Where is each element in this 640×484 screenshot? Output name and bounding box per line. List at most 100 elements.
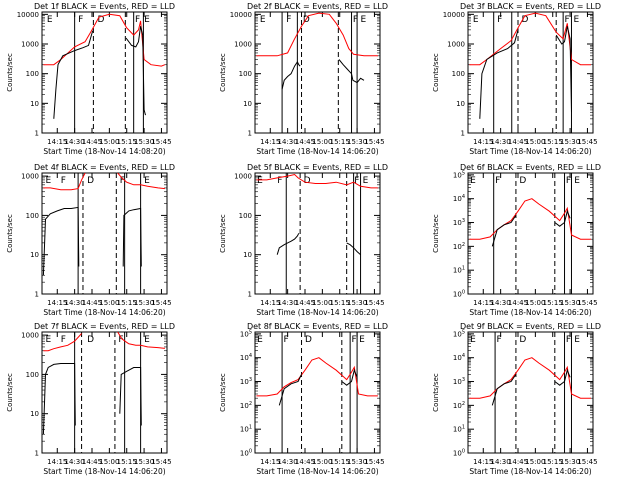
y-tick-label: 105 [453,329,465,338]
x-tick-label: 15:00 [99,138,119,146]
x-tick-label: 15:15 [543,299,563,307]
series-line-events [346,242,361,256]
x-tick-label: 15:45 [151,138,171,146]
x-tick-label: 15:00 [312,138,332,146]
plot-frame [254,331,381,454]
region-label: E [144,176,150,186]
series-line-lld [117,332,165,349]
x-axis-label: Start Time (18-Nov-14 14:06:20) [43,467,165,476]
series-line-events [554,368,571,386]
x-tick-label: 14:15 [47,138,67,146]
x-tick-label: 14:30 [278,138,298,146]
region-label: F [566,176,571,186]
region-label: E [363,176,369,186]
series-line-lld [256,12,378,57]
y-tick-label: 1000 [21,173,39,181]
x-axis-label: Start Time (18-Nov-14 14:06:20) [256,147,378,156]
y-tick-label: 102 [453,401,465,410]
region-label: F [61,335,66,345]
x-tick-label: 14:45 [508,138,528,146]
y-tick-label: 1000 [234,173,252,181]
y-tick-label: 100 [453,449,465,458]
x-tick-label: 15:30 [347,458,367,466]
y-axis-label: Counts/sec [6,214,14,253]
y-tick-label: 100 [453,290,465,299]
y-tick-label: 102 [240,401,252,410]
x-tick-label: 15:00 [312,299,332,307]
x-tick-label: 15:30 [560,458,580,466]
y-tick-label: 100 [26,212,39,220]
x-tick-label: 15:15 [330,138,350,146]
x-tick-label: 14:45 [508,299,528,307]
x-tick-label: 15:30 [134,138,154,146]
region-label: D [519,335,526,345]
plot-frame [41,11,168,134]
x-tick-label: 14:15 [473,138,493,146]
y-tick-label: 10000 [17,11,39,19]
series-line-events [119,367,142,426]
series-line-lld [469,198,591,240]
x-axis-label: Start Time (18-Nov-14 14:06:20) [469,308,591,317]
x-tick-label: 15:45 [151,458,171,466]
x-tick-label: 14:30 [278,299,298,307]
plot-frame [254,172,381,295]
series-line-events [278,374,302,406]
region-label: E [144,15,150,25]
x-tick-label: 14:15 [260,138,280,146]
x-tick-label: 14:30 [278,458,298,466]
y-tick-label: 105 [453,170,465,179]
x-tick-label: 15:15 [117,138,137,146]
series-line-events [338,59,365,84]
y-tick-label: 101 [453,425,465,434]
region-label: E [45,335,51,345]
x-tick-label: 14:15 [473,458,493,466]
region-label: F [497,15,502,25]
region-label: D [303,15,310,25]
region-label: D [98,15,105,25]
plot-frame [467,172,594,295]
x-axis-label: Start Time (18-Nov-14 14:06:20) [256,308,378,317]
chart-title: Det 6f BLACK = Events, RED = LLD [460,163,601,172]
x-tick-label: 14:45 [295,458,315,466]
y-tick-label: 100 [239,212,252,220]
y-tick-label: 101 [453,266,465,275]
x-tick-label: 14:45 [295,138,315,146]
x-tick-label: 15:45 [151,299,171,307]
y-tick-label: 10 [30,100,39,108]
y-tick-label: 10 [243,251,252,259]
series-line-lld [256,173,378,189]
region-label: F [118,335,123,345]
x-tick-label: 15:15 [543,138,563,146]
x-tick-label: 14:45 [82,458,102,466]
series-line-lld [469,357,591,399]
region-label: F [283,335,288,345]
y-tick-label: 1000 [234,41,252,49]
y-tick-label: 103 [240,377,252,386]
chart-title: Det 7f BLACK = Events, RED = LLD [34,322,175,331]
x-tick-label: 15:00 [99,299,119,307]
region-label: E [470,335,476,345]
x-tick-label: 14:45 [82,138,102,146]
x-tick-label: 15:30 [347,138,367,146]
y-tick-label: 10 [30,410,39,418]
region-label: D [87,176,94,186]
chart-title: Det 4f BLACK = Events, RED = LLD [34,163,175,172]
y-tick-label: 104 [240,353,252,362]
y-tick-label: 1 [461,130,465,138]
series-line-events [281,60,301,90]
y-tick-label: 103 [453,377,465,386]
x-tick-label: 14:45 [508,458,528,466]
x-tick-label: 14:30 [65,138,85,146]
region-label: E [574,335,580,345]
region-label: F [353,15,358,25]
x-tick-label: 15:00 [525,458,545,466]
x-tick-label: 14:15 [47,458,67,466]
y-tick-label: 100 [26,371,39,379]
y-tick-label: 104 [453,353,465,362]
y-tick-label: 1000 [21,41,39,49]
series-line-events [276,233,300,255]
